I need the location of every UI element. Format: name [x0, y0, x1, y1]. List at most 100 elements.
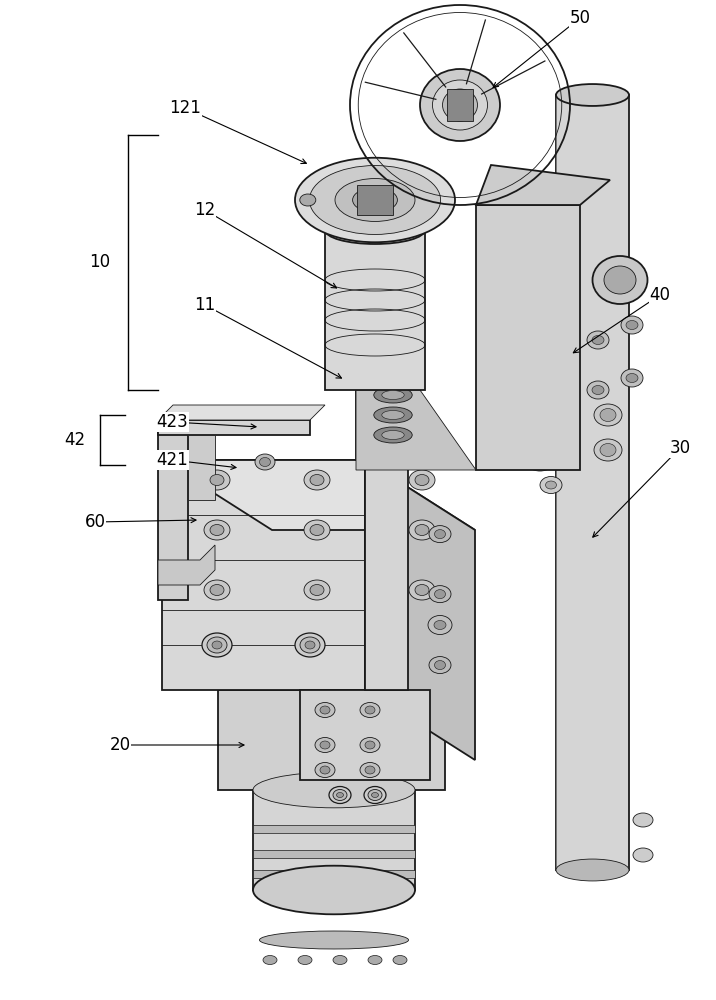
- Ellipse shape: [329, 786, 351, 804]
- Bar: [158, 420, 188, 600]
- Bar: [253, 825, 415, 833]
- Text: 30: 30: [669, 439, 690, 457]
- Ellipse shape: [374, 407, 412, 423]
- Ellipse shape: [432, 80, 488, 130]
- Ellipse shape: [382, 390, 405, 399]
- Ellipse shape: [384, 497, 406, 514]
- Ellipse shape: [546, 446, 556, 454]
- Ellipse shape: [390, 501, 400, 510]
- Bar: [447, 89, 473, 121]
- Ellipse shape: [372, 792, 379, 798]
- Ellipse shape: [415, 524, 429, 536]
- Ellipse shape: [409, 470, 435, 490]
- Bar: [556, 95, 629, 870]
- Ellipse shape: [365, 766, 375, 774]
- Text: 50: 50: [569, 9, 591, 27]
- Ellipse shape: [382, 410, 405, 420]
- Bar: [357, 185, 393, 215]
- Ellipse shape: [352, 188, 397, 212]
- Ellipse shape: [364, 786, 386, 804]
- Ellipse shape: [335, 179, 415, 221]
- Ellipse shape: [320, 741, 330, 749]
- Ellipse shape: [592, 336, 604, 344]
- Ellipse shape: [300, 194, 316, 206]
- Ellipse shape: [360, 702, 380, 718]
- Ellipse shape: [337, 792, 344, 798]
- Text: 60: 60: [84, 513, 105, 531]
- Ellipse shape: [409, 580, 435, 600]
- Ellipse shape: [429, 526, 451, 543]
- Ellipse shape: [621, 316, 643, 334]
- Ellipse shape: [434, 620, 446, 630]
- Polygon shape: [476, 165, 610, 205]
- Ellipse shape: [390, 632, 400, 641]
- Ellipse shape: [442, 89, 478, 121]
- Ellipse shape: [374, 387, 412, 403]
- Ellipse shape: [592, 385, 604, 394]
- Ellipse shape: [259, 931, 409, 949]
- Ellipse shape: [593, 256, 647, 304]
- Ellipse shape: [540, 477, 562, 493]
- Bar: [300, 690, 430, 780]
- Text: 20: 20: [110, 736, 130, 754]
- Ellipse shape: [295, 633, 325, 657]
- Text: 11: 11: [194, 296, 216, 314]
- Ellipse shape: [621, 369, 643, 387]
- Text: 10: 10: [90, 253, 110, 271]
- Bar: [162, 460, 365, 690]
- Ellipse shape: [212, 641, 222, 649]
- Ellipse shape: [420, 69, 500, 141]
- Ellipse shape: [626, 373, 638, 382]
- Ellipse shape: [202, 633, 232, 657]
- Bar: [218, 690, 445, 790]
- Text: 42: 42: [64, 431, 86, 449]
- Ellipse shape: [594, 439, 622, 461]
- Text: 423: 423: [156, 413, 188, 431]
- Text: 121: 121: [169, 99, 201, 117]
- Ellipse shape: [325, 216, 425, 244]
- Ellipse shape: [315, 702, 335, 718]
- Ellipse shape: [255, 454, 275, 470]
- Bar: [253, 790, 415, 890]
- Ellipse shape: [315, 762, 335, 778]
- Ellipse shape: [435, 661, 445, 670]
- Ellipse shape: [295, 158, 455, 242]
- Ellipse shape: [365, 706, 375, 714]
- Ellipse shape: [253, 772, 415, 808]
- Bar: [365, 460, 408, 690]
- Ellipse shape: [210, 584, 224, 595]
- Ellipse shape: [384, 557, 406, 574]
- Ellipse shape: [305, 641, 315, 649]
- Text: 12: 12: [194, 201, 216, 219]
- Ellipse shape: [207, 637, 227, 653]
- Ellipse shape: [309, 166, 440, 234]
- Polygon shape: [158, 405, 325, 420]
- Ellipse shape: [587, 331, 609, 349]
- Ellipse shape: [633, 848, 653, 862]
- Polygon shape: [365, 460, 475, 760]
- Ellipse shape: [382, 430, 405, 440]
- Ellipse shape: [374, 427, 412, 443]
- Ellipse shape: [546, 481, 556, 489]
- Ellipse shape: [415, 475, 429, 486]
- Ellipse shape: [368, 790, 382, 800]
- Ellipse shape: [310, 584, 324, 595]
- Ellipse shape: [556, 859, 629, 881]
- Ellipse shape: [435, 530, 445, 539]
- Polygon shape: [158, 420, 310, 435]
- Ellipse shape: [310, 524, 324, 536]
- Ellipse shape: [360, 738, 380, 752]
- Ellipse shape: [384, 628, 406, 645]
- Ellipse shape: [600, 408, 616, 422]
- Polygon shape: [162, 460, 475, 530]
- Ellipse shape: [600, 444, 616, 456]
- Ellipse shape: [390, 561, 400, 570]
- Ellipse shape: [409, 520, 435, 540]
- Ellipse shape: [393, 956, 407, 964]
- Bar: [476, 205, 580, 470]
- Bar: [356, 370, 420, 460]
- Ellipse shape: [259, 458, 271, 466]
- Ellipse shape: [315, 738, 335, 752]
- Bar: [253, 850, 415, 858]
- Bar: [253, 870, 415, 878]
